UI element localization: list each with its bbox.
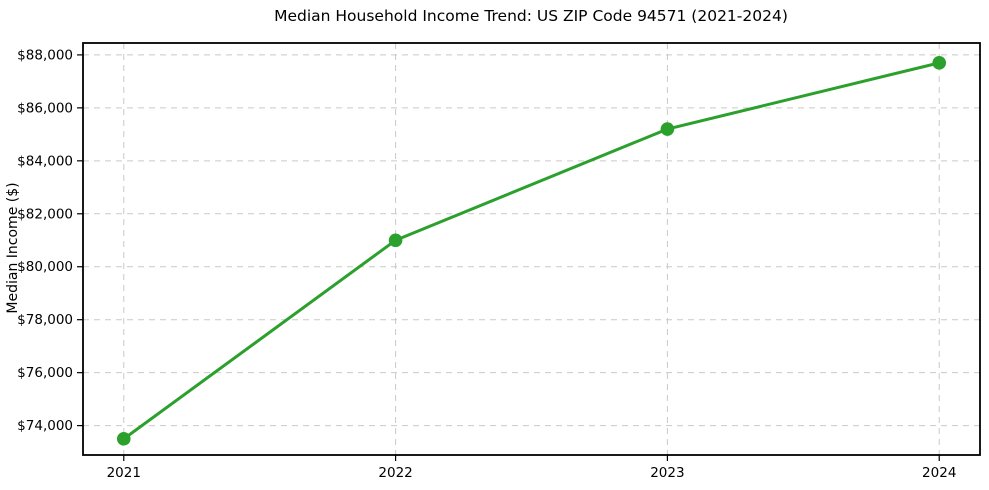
x-tick-label: 2023 (650, 465, 684, 481)
chart-title: Median Household Income Trend: US ZIP Co… (274, 7, 788, 25)
y-tick-label: $84,000 (17, 153, 73, 169)
y-tick-label: $78,000 (17, 312, 73, 328)
y-tick-label: $74,000 (17, 418, 73, 434)
data-point-2021 (116, 432, 131, 446)
data-point-2023 (660, 122, 675, 136)
data-point-2022 (388, 233, 403, 248)
x-tick-label: 2024 (922, 465, 956, 481)
y-axis-label: Median Income ($) (5, 182, 21, 313)
x-tick-label: 2021 (107, 465, 141, 481)
y-tick-label: $88,000 (17, 47, 73, 63)
plot-area: $74,000 $76,000 $78,000 $80,000 $82,000 $84,0… (17, 42, 981, 481)
plot-border (82, 42, 981, 456)
data-point-2024 (932, 56, 947, 70)
trend-line (122, 61, 941, 441)
y-tick-label: $82,000 (17, 206, 73, 222)
x-tick-label: 2022 (378, 465, 412, 481)
y-tick-label: $76,000 (17, 365, 73, 381)
y-tick-label: $80,000 (17, 259, 73, 275)
y-tick-label: $86,000 (17, 100, 73, 116)
